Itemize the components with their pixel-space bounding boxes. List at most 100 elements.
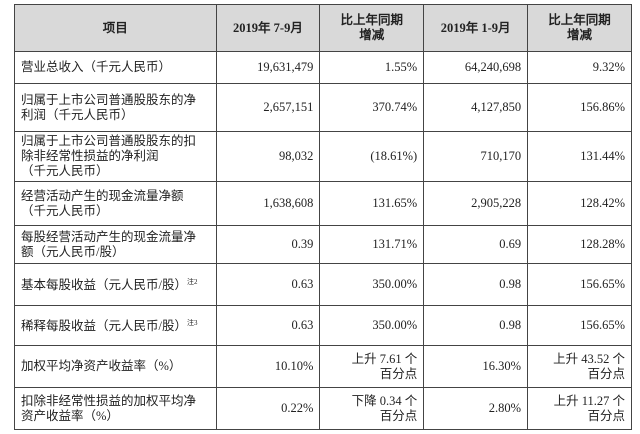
cell-line: 2,657,151	[263, 100, 314, 114]
footnote-mark: 注2	[186, 278, 198, 287]
cell-line: 4,127,850	[471, 100, 522, 114]
cell-line: 百分点	[379, 366, 418, 381]
cell-line: 131.71%	[372, 237, 418, 251]
table-row: 扣除非经常性损益的加权平均净 资产收益率（%） 0.22% 下降 0.34 个百分点 2…	[14, 387, 632, 430]
cell-line: 加权平均净资产收益率（%）	[21, 359, 182, 373]
table-row: 经营活动产生的现金流量净额 （千元人民币） 1,638,608 131.65% 2,90…	[14, 181, 632, 226]
cell-line: 0.69	[499, 237, 522, 251]
cell-line: 上升 43.52 个	[553, 351, 625, 366]
value-cell: 2,905,228	[423, 181, 529, 226]
value-cell: 4,127,850	[423, 83, 529, 132]
cell-line: 资产收益率（%）	[21, 408, 119, 423]
value-cell: 上升 11.27 个百分点	[527, 387, 632, 430]
header-row: 项目 2019年 7-9月 比上年同期 增减 2019年 1-9月 比上年同期 增减	[14, 4, 632, 52]
value-cell: (18.61%)	[319, 131, 425, 182]
footnote-mark: 注3	[186, 319, 198, 328]
value-cell: 131.44%	[527, 131, 632, 182]
row-label: 经营活动产生的现金流量净额 （千元人民币）	[14, 181, 217, 226]
value-cell: 0.98	[423, 263, 529, 306]
cell-line: 98,032	[279, 149, 314, 163]
cell-line: 10.10%	[274, 359, 314, 373]
table-row: 归属于上市公司普通股股东的扣 除非经常性损益的净利润 （千元人民币） 98,032 (1…	[14, 131, 632, 182]
table-body: 营业总收入（千元人民币） 19,631,479 1.55% 64,240,698 9.3…	[14, 51, 632, 430]
cell-line: 基本每股收益（元人民币/股）注2	[21, 278, 198, 293]
value-cell: 0.39	[215, 225, 321, 264]
cell-line: 上升 11.27 个	[553, 393, 625, 408]
header-cell: 比上年同期 增减	[527, 4, 632, 52]
value-cell: 上升 7.61 个百分点	[319, 345, 425, 388]
row-label: 基本每股收益（元人民币/股）注2	[14, 263, 217, 306]
row-label: 营业总收入（千元人民币）	[14, 51, 217, 84]
value-cell: 16.30%	[423, 345, 529, 388]
value-cell: 98,032	[215, 131, 321, 182]
cell-line: 比上年同期	[340, 13, 404, 27]
cell-line: （千元人民币）	[21, 164, 109, 178]
cell-line: 增减	[359, 28, 385, 42]
cell-line: 0.63	[291, 277, 314, 291]
value-cell: 350.00%	[319, 263, 425, 306]
row-label: 加权平均净资产收益率（%）	[14, 345, 217, 388]
value-cell: 1.55%	[319, 51, 425, 84]
cell-line: 项目	[102, 20, 128, 35]
value-cell: 156.86%	[527, 83, 632, 132]
cell-line: 比上年同期	[548, 13, 611, 27]
cell-line: 128.28%	[580, 237, 625, 251]
cell-line: 131.44%	[580, 149, 625, 163]
table-row: 基本每股收益（元人民币/股）注2 0.63 350.00% 0.98 156.65%	[14, 263, 632, 306]
value-cell: 0.69	[423, 225, 529, 264]
value-cell: 156.65%	[527, 263, 632, 306]
cell-line: 2,905,228	[471, 196, 522, 210]
value-cell: 0.98	[423, 305, 529, 346]
cell-line: 370.74%	[372, 100, 418, 114]
cell-line: 19,631,479	[257, 60, 314, 74]
cell-line: 156.65%	[580, 318, 625, 332]
row-label: 每股经营活动产生的现金流量净 额（元人民币/股）	[14, 225, 217, 264]
header-cell: 2019年 7-9月	[215, 4, 321, 52]
cell-line: 每股经营活动产生的现金流量净	[21, 229, 197, 244]
cell-line: 额（元人民币/股）	[21, 244, 125, 259]
value-cell: 上升 43.52 个百分点	[527, 345, 632, 388]
cell-line: 归属于上市公司普通股股东的扣	[21, 134, 197, 148]
cell-line: 0.63	[291, 318, 314, 332]
header-cell: 2019年 1-9月	[423, 4, 529, 52]
value-cell: 128.42%	[527, 181, 632, 226]
cell-line: 0.98	[499, 277, 522, 291]
cell-line: 稀释每股收益（元人民币/股）注3	[21, 319, 198, 334]
value-cell: 0.22%	[215, 387, 321, 430]
table-row: 加权平均净资产收益率（%） 10.10% 上升 7.61 个百分点 16.30% 上升 …	[14, 345, 632, 388]
header-cell: 比上年同期 增减	[319, 4, 425, 52]
cell-line: (18.61%)	[370, 149, 418, 163]
value-cell: 370.74%	[319, 83, 425, 132]
row-label: 归属于上市公司普通股股东的净 利润（千元人民币）	[14, 83, 217, 132]
table-row: 稀释每股收益（元人民币/股）注3 0.63 350.00% 0.98 156.65%	[14, 305, 632, 346]
cell-line: 百分点	[587, 408, 625, 423]
cell-line: （千元人民币）	[21, 203, 109, 218]
cell-line: 0.22%	[281, 401, 314, 415]
cell-line: 64,240,698	[464, 60, 522, 74]
cell-line: 16.30%	[482, 359, 522, 373]
value-cell: 64,240,698	[423, 51, 529, 84]
header-cell: 项目	[14, 4, 217, 52]
cell-line: 营业总收入（千元人民币）	[21, 60, 172, 74]
cell-line: 上升 7.61 个	[351, 351, 418, 366]
value-cell: 350.00%	[319, 305, 425, 346]
value-cell: 0.63	[215, 263, 321, 306]
cell-line: 下降 0.34 个	[351, 393, 418, 408]
cell-line: 0.98	[499, 318, 522, 332]
value-cell: 131.71%	[319, 225, 425, 264]
cell-line: 131.65%	[372, 196, 418, 210]
cell-line: 128.42%	[580, 196, 625, 210]
value-cell: 2.80%	[423, 387, 529, 430]
value-cell: 10.10%	[215, 345, 321, 388]
value-cell: 1,638,608	[215, 181, 321, 226]
value-cell: 2,657,151	[215, 83, 321, 132]
cell-line: 利润（千元人民币）	[21, 107, 134, 122]
value-cell: 156.65%	[527, 305, 632, 346]
cell-line: 1,638,608	[263, 196, 314, 210]
cell-line: 350.00%	[372, 277, 418, 291]
table-row: 每股经营活动产生的现金流量净 额（元人民币/股） 0.39 131.71% 0.69 12…	[14, 225, 632, 264]
row-label: 归属于上市公司普通股股东的扣 除非经常性损益的净利润 （千元人民币）	[14, 131, 217, 182]
cell-line: 0.39	[291, 237, 314, 251]
cell-line: 百分点	[379, 408, 418, 423]
